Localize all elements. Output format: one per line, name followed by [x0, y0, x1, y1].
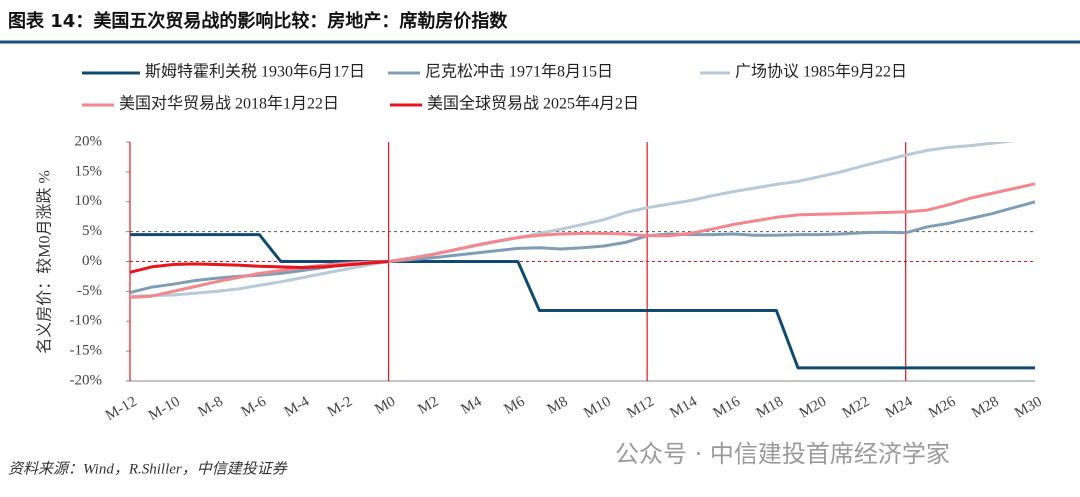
legend-label: 广场协议 1985年9月22日: [735, 63, 907, 81]
x-tick-label: M22: [840, 394, 873, 422]
y-tick-label: 10%: [75, 193, 103, 209]
x-tick-label: M2: [415, 394, 441, 418]
x-tick-label: M30: [1012, 394, 1045, 422]
y-tick-label: -15%: [70, 343, 103, 359]
x-tick-label: M26: [926, 393, 959, 421]
x-tick-label: M-12: [103, 394, 140, 425]
x-tick-label: M14: [667, 393, 700, 421]
y-tick-label: 20%: [75, 133, 103, 149]
x-tick-label: M6: [502, 393, 528, 418]
x-tick-label: M20: [797, 394, 830, 422]
x-tick-label: M-8: [196, 394, 226, 421]
x-tick-label: M0: [372, 394, 398, 418]
chart-title: 图表 14：美国五次贸易战的影响比较：房地产：席勒房价指数: [8, 10, 508, 32]
x-tick-label: M12: [624, 394, 657, 422]
x-tick-label: M-2: [325, 394, 355, 421]
y-tick-label: 0%: [82, 253, 102, 269]
legend-label: 美国对华贸易战 2018年1月22日: [119, 95, 339, 113]
y-axis-label: 名义房价：较M0月涨跌 %: [36, 170, 54, 354]
y-tick-label: 5%: [82, 223, 102, 239]
x-tick-label: M8: [545, 394, 571, 418]
x-tick-label: M4: [458, 393, 484, 418]
legend-label: 尼克松冲击 1971年8月15日: [425, 63, 613, 81]
y-tick-label: -5%: [77, 283, 102, 299]
plot-lines: [129, 142, 1036, 370]
series-line: [129, 142, 1017, 298]
x-tick-label: M18: [754, 394, 787, 422]
x-tick-label: M-4: [282, 393, 313, 420]
legend-label: 斯姆特霍利关税 1930年6月17日: [145, 63, 365, 81]
source: 资料来源：Wind，R.Shiller，中信建投证券: [8, 460, 288, 477]
y-tick-label: -10%: [70, 313, 103, 329]
legend-label: 美国全球贸易战 2025年4月2日: [427, 95, 639, 113]
x-tick-label: M24: [883, 393, 916, 421]
series-line: [129, 182, 1036, 299]
x-tick-label: M16: [711, 393, 744, 421]
series-line: [130, 233, 1035, 370]
x-tick-label: M-10: [146, 394, 183, 425]
x-tick-label: M28: [969, 394, 1002, 422]
x-tick-label: M-6: [239, 393, 270, 420]
y-tick-label: 15%: [75, 163, 103, 179]
series-line: [129, 200, 1036, 295]
watermark: 公众号 · 中信建投首席经济学家: [615, 440, 950, 468]
series-line: [129, 260, 389, 274]
y-tick-label: -20%: [70, 372, 103, 388]
x-tick-label: M10: [581, 394, 614, 422]
